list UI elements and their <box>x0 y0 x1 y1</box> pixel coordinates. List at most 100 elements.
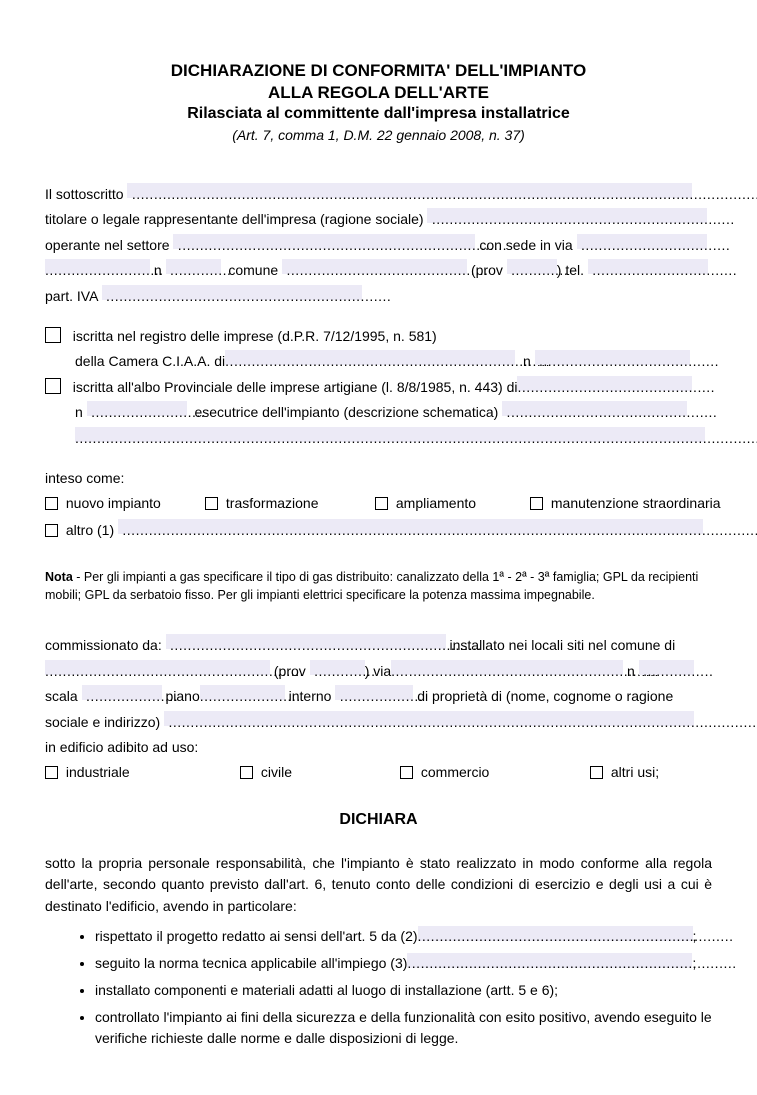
field-comune[interactable]: ........................................… <box>282 259 467 274</box>
checkbox-altri-usi[interactable] <box>590 766 603 779</box>
field-tel[interactable]: ................................. <box>588 259 708 274</box>
field-albo[interactable]: ........................................… <box>517 376 692 391</box>
label-manut: manutenzione straordinaria <box>551 495 721 511</box>
section-commissionato: commissionato da: ......................… <box>45 634 712 784</box>
field-sottoscritto[interactable]: ........................................… <box>127 183 692 198</box>
checkbox-nuovo[interactable] <box>45 497 58 510</box>
paragraph-1: sotto la propria personale responsabilit… <box>45 853 712 918</box>
opt-ampl: ampliamento <box>375 493 530 515</box>
label-commissionato: commissionato da: <box>45 637 162 653</box>
row-sottoscritto: Il sottoscritto ........................… <box>45 183 712 205</box>
field-prov2[interactable]: .............. <box>310 660 365 675</box>
label-tel: tel. <box>565 262 584 278</box>
field-n-camera[interactable]: ........................................… <box>535 350 690 365</box>
nota-text: - Per gli impianti a gas specificare il … <box>45 570 698 602</box>
form-body: Il sottoscritto ........................… <box>45 183 712 1049</box>
label-registro: iscritta nel registro delle imprese (d.P… <box>73 328 437 344</box>
label-n-albo: n <box>75 404 83 420</box>
field-piva[interactable]: ........................................… <box>102 285 362 300</box>
row-commissionato: commissionato da: ......................… <box>45 634 712 656</box>
label-operante: operante nel settore <box>45 237 170 253</box>
field-n2[interactable]: ................ <box>639 660 694 675</box>
field-piano[interactable]: ....................... <box>200 685 285 700</box>
options-uso: industriale civile commercio altri usi; <box>45 762 712 784</box>
label-edificio: in edificio adibito ad uso: <box>45 739 198 755</box>
field-commissionato[interactable]: ........................................… <box>166 634 446 649</box>
bullet-2: seguito la norma tecnica applicabile all… <box>95 953 712 974</box>
title-line-1: DICHIARAZIONE DI CONFORMITA' DELL'IMPIAN… <box>45 60 712 82</box>
field-proprieta[interactable]: ........................................… <box>164 711 694 726</box>
reference: (Art. 7, comma 1, D.M. 22 gennaio 2008, … <box>45 127 712 143</box>
subtitle: Rilasciata al committente dall'impresa i… <box>45 104 712 125</box>
field-n-albo[interactable]: .......................... <box>87 401 187 416</box>
row-n-comune: ........................... n ..........… <box>45 259 712 281</box>
label-altro: altro (1) <box>66 522 114 538</box>
label-titolare: titolare o legale rappresentante dell'im… <box>45 211 424 227</box>
label-camera: della Camera C.I.A.A. di <box>75 353 225 369</box>
header: DICHIARAZIONE DI CONFORMITA' DELL'IMPIAN… <box>45 60 712 143</box>
label-nuovo: nuovo impianto <box>66 495 161 511</box>
bullet-2-text: seguito la norma tecnica applicabile all… <box>95 955 407 971</box>
checkbox-manut[interactable] <box>530 497 543 510</box>
row-comune2: ........................................… <box>45 660 712 682</box>
opt-commercio: commercio <box>400 762 590 784</box>
checkbox-albo[interactable] <box>45 378 61 394</box>
bullet-list: rispettato il progetto redatto ai sensi … <box>45 926 712 1049</box>
label-esecutrice: esecutrice dell'impianto (descrizione sc… <box>194 404 498 420</box>
field-altro[interactable]: ........................................… <box>118 519 703 534</box>
checkbox-civile[interactable] <box>240 766 253 779</box>
field-via-cont[interactable]: ........................... <box>45 259 150 274</box>
checkbox-ampl[interactable] <box>375 497 388 510</box>
section-inteso: inteso come: nuovo impianto trasformazio… <box>45 467 712 541</box>
field-interno[interactable]: ................... <box>335 685 413 700</box>
field-ragione-sociale[interactable]: ........................................… <box>427 208 707 223</box>
field-prov[interactable]: ............. <box>507 259 557 274</box>
field-via2[interactable]: ........................................… <box>391 660 623 675</box>
bullet-4: controllato l'impianto ai fini della sic… <box>95 1007 712 1049</box>
label-trasf: trasformazione <box>226 495 319 511</box>
bullet-1-text: rispettato il progetto redatto ai sensi … <box>95 928 418 944</box>
field-descrizione[interactable]: ........................................… <box>502 401 687 416</box>
label-sociale: sociale e indirizzo) <box>45 714 160 730</box>
field-n[interactable]: .............. <box>166 259 221 274</box>
label-industriale: industriale <box>66 764 130 780</box>
opt-nuovo: nuovo impianto <box>45 493 205 515</box>
bullet-4-text: controllato l'impianto ai fini della sic… <box>95 1009 712 1046</box>
label-scala: scala <box>45 688 78 704</box>
opt-altri-usi: altri usi; <box>590 762 659 784</box>
bullet-3: installato componenti e materiali adatti… <box>95 980 712 1001</box>
row-operante: operante nel settore ...................… <box>45 234 712 256</box>
field-descrizione-cont[interactable]: ........................................… <box>75 427 705 442</box>
checkbox-trasf[interactable] <box>205 497 218 510</box>
field-b2[interactable]: ........................................… <box>407 953 692 968</box>
checkbox-industriale[interactable] <box>45 766 58 779</box>
row-scala: scala ..................... piano.......… <box>45 685 712 707</box>
nota: Nota - Per gli impianti a gas specificar… <box>45 569 712 604</box>
label-inteso: inteso come: <box>45 467 712 489</box>
row-titolare: titolare o legale rappresentante dell'im… <box>45 208 712 230</box>
checkbox-commercio[interactable] <box>400 766 413 779</box>
page: DICHIARAZIONE DI CONFORMITA' DELL'IMPIAN… <box>0 0 757 1095</box>
bullet-1: rispettato il progetto redatto ai sensi … <box>95 926 712 947</box>
field-camera[interactable]: ........................................… <box>225 350 515 365</box>
field-b1[interactable]: ........................................… <box>418 926 693 941</box>
row-esecutrice: n .......................... esecutrice … <box>45 401 712 423</box>
options-inteso: nuovo impianto trasformazione ampliament… <box>45 493 712 515</box>
row-descrizione-cont: ........................................… <box>45 427 712 449</box>
field-settore[interactable]: ........................................… <box>173 234 475 249</box>
checkbox-registro[interactable] <box>45 327 61 343</box>
field-via[interactable]: .................................. <box>577 234 707 249</box>
bullet-3-text: installato componenti e materiali adatti… <box>95 982 558 998</box>
row-piva: part. IVA ..............................… <box>45 285 712 307</box>
label-sottoscritto: Il sottoscritto <box>45 186 124 202</box>
label-albo: iscritta all'albo Provinciale delle impr… <box>73 379 518 395</box>
label-comune: comune <box>228 262 278 278</box>
label-installato: installato nei locali siti nel comune di <box>450 637 676 653</box>
field-scala[interactable]: ..................... <box>82 685 162 700</box>
field-comune2[interactable]: ........................................… <box>45 660 270 675</box>
label-piva: part. IVA <box>45 288 98 304</box>
label-commercio: commercio <box>421 764 489 780</box>
checkbox-altro[interactable] <box>45 524 58 537</box>
section-iscrizioni: iscritta nel registro delle imprese (d.P… <box>45 325 712 449</box>
nota-bold: Nota <box>45 570 73 584</box>
